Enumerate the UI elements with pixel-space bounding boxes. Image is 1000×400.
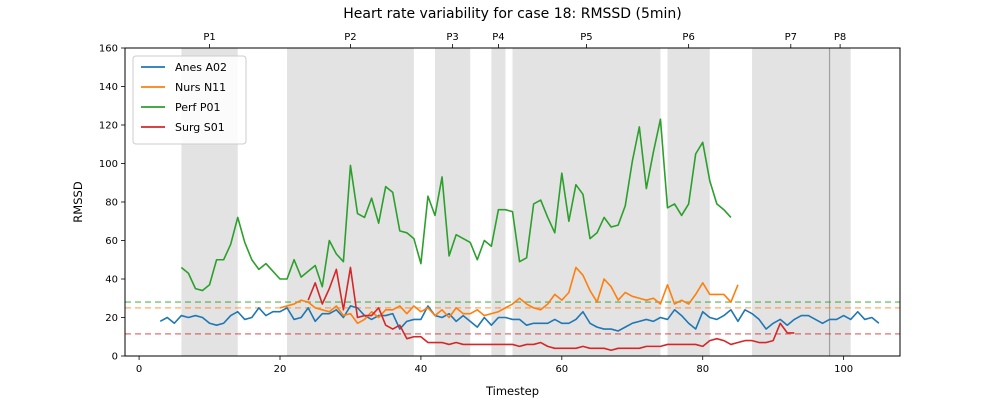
x-axis-label: Timestep	[485, 384, 539, 398]
phase-label-p2: P2	[344, 32, 356, 43]
y-tick-label: 160	[99, 44, 118, 55]
y-axis-label: RMSSD	[71, 181, 85, 223]
y-tick-label: 40	[105, 275, 118, 286]
x-tick-label: 60	[555, 364, 568, 375]
phase-label-p5: P5	[580, 32, 592, 43]
legend-label: Perf P01	[175, 101, 221, 114]
series-line-surg-s01	[307, 266, 795, 352]
axis-ticks: 0 20 40 60 80 100 0 20 40 60 80 100 120 140 160	[99, 44, 853, 376]
phase-label-p4: P4	[492, 32, 504, 43]
legend-label: Surg S01	[175, 121, 225, 134]
legend-box	[132, 55, 247, 145]
phase-label-p1: P1	[203, 32, 215, 43]
phase-label-p3: P3	[446, 32, 458, 43]
series-line-perf-p01	[180, 118, 732, 292]
phase-band-p5	[512, 48, 661, 356]
legend-label: Nurs N11	[175, 81, 226, 94]
x-tick-label: 80	[696, 364, 709, 375]
series-line-nurs-n11	[279, 266, 739, 325]
y-tick-label: 20	[105, 313, 118, 324]
y-tick-label: 0	[112, 352, 118, 363]
x-tick-label: 20	[274, 364, 287, 375]
x-tick-label: 100	[834, 364, 853, 375]
series-lines	[159, 118, 880, 352]
chart-title: Heart rate variability for case 18: RMSS…	[343, 6, 682, 22]
y-tick-label: 60	[105, 236, 118, 247]
y-tick-label: 100	[99, 159, 118, 170]
phase-bands	[181, 48, 851, 356]
y-tick-label: 80	[105, 198, 118, 209]
y-tick-label: 120	[99, 121, 118, 132]
x-tick-label: 40	[415, 364, 428, 375]
phase-label-p6: P6	[682, 32, 694, 43]
phase-band-p4	[491, 48, 506, 356]
phase-labels: P1 P2 P3 P4 P5 P6 P7 P8	[203, 32, 846, 48]
x-tick-label: 0	[136, 364, 142, 375]
series-line-anes-a02	[159, 305, 880, 332]
reference-lines	[125, 301, 900, 335]
legend-label: Anes A02	[175, 61, 227, 74]
phase-label-p7: P7	[785, 32, 797, 43]
phase-label-p8: P8	[834, 32, 846, 43]
phase-band-p8	[829, 48, 851, 356]
phase-band-p3	[435, 48, 471, 356]
phase-band-p2	[287, 48, 414, 356]
phase-band-p7	[752, 48, 830, 356]
y-tick-label: 140	[99, 82, 118, 93]
legend: Anes A02 Nurs N11 Perf P01 Surg S01	[132, 55, 247, 145]
